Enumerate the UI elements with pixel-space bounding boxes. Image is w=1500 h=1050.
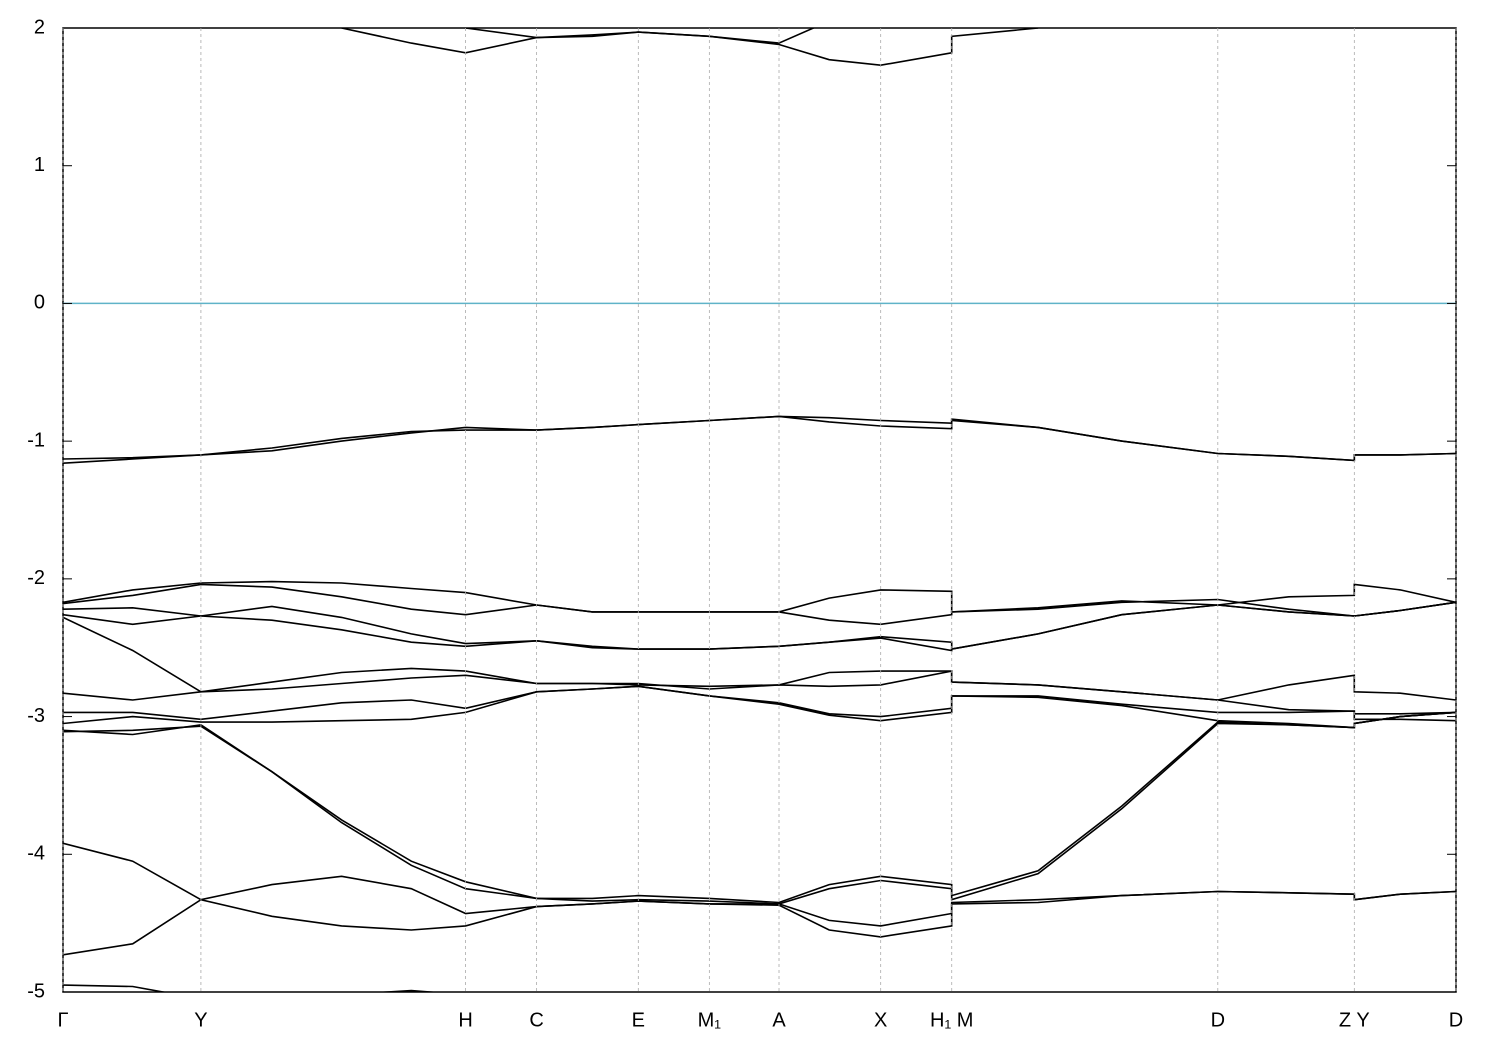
band-line: [63, 890, 1456, 956]
x-tick-label: D: [1449, 1009, 1463, 1031]
y-tick-label: -5: [27, 980, 45, 1002]
y-tick-label: -1: [27, 429, 45, 451]
band-line: [63, 580, 1456, 613]
y-tick-label: 1: [34, 154, 45, 176]
x-tick-label: M₁: [698, 1009, 722, 1031]
band-line: [63, 670, 1456, 715]
band-line: [63, 616, 1456, 701]
band-line: [63, 601, 1456, 651]
band-line: [63, 415, 1456, 464]
y-tick-label: -3: [27, 705, 45, 727]
band-line: [63, 583, 1456, 626]
x-tick-label: H₁ M: [930, 1009, 973, 1031]
band-line: [63, 685, 1456, 722]
band-line: [341, 28, 1039, 67]
x-tick-label: E: [632, 1009, 645, 1031]
band-line: [63, 842, 1456, 927]
y-tick-label: 0: [34, 292, 45, 314]
y-tick-label: 2: [34, 16, 45, 38]
x-tick-label: H: [458, 1009, 472, 1031]
x-tick-label: Γ: [57, 1009, 68, 1031]
x-tick-label: Z Y: [1339, 1009, 1370, 1031]
band-line: [63, 601, 1456, 652]
plot-frame: [62, 27, 1457, 993]
x-tick-label: X: [874, 1009, 887, 1031]
band-line: [63, 415, 1456, 462]
band-line: [465, 28, 816, 44]
x-tick-label: A: [772, 1009, 786, 1031]
plot-area: [63, 28, 1456, 992]
band-line: [63, 711, 1456, 905]
x-tick-label: D: [1211, 1009, 1225, 1031]
band-line: [63, 685, 1456, 729]
band-line: [63, 984, 440, 992]
x-tick-label: C: [529, 1009, 543, 1031]
x-tick-label: Y: [194, 1009, 207, 1031]
y-tick-label: -2: [27, 567, 45, 589]
y-tick-label: -4: [27, 843, 45, 865]
band-line: [63, 711, 1456, 904]
